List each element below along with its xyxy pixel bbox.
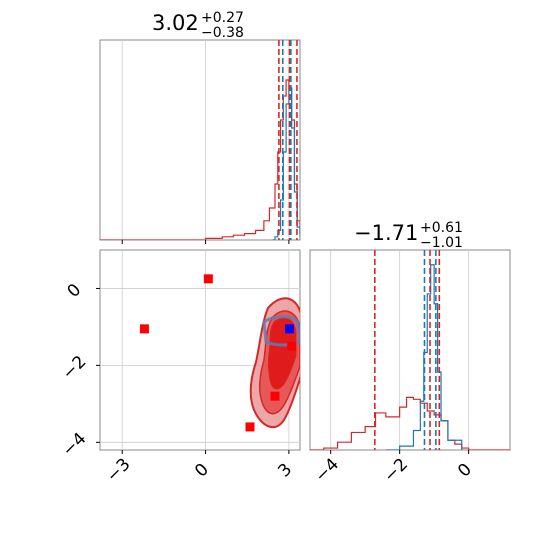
marginal-x-series-1 (272, 87, 300, 240)
joint-marker (139, 324, 149, 334)
marginal-y-x-tick-label: −4 (311, 455, 343, 487)
joint-y-tick-label: 0 (64, 280, 86, 302)
joint-data (139, 274, 300, 432)
marginal-y-title-value: −1.71 (354, 221, 418, 245)
joint-marker (287, 341, 297, 351)
density-contour-blue (262, 315, 300, 347)
joint-marker (245, 422, 255, 432)
joint-x-tick-label: −3 (103, 455, 135, 487)
marginal-y-x-tick-label: −2 (380, 455, 412, 487)
marginal-x-data (100, 40, 300, 240)
marginal-y-frame (309, 249, 511, 451)
marginal-x-grid (121, 40, 290, 240)
joint-panel (99, 249, 301, 451)
marginal-y-series-0 (310, 396, 510, 450)
marginal-x-panel: 3.02 +0.27 −0.38 (99, 10, 301, 241)
marginal-y-grid (330, 250, 470, 450)
marginal-x-series-0 (100, 79, 300, 240)
marginal-y-title-plus: +0.61 (420, 220, 463, 236)
marginal-y-panel: −1.71 +0.61 −1.01 (309, 220, 511, 451)
marginal-x-title-plus: +0.27 (201, 10, 244, 26)
marginal-y-data (310, 250, 510, 450)
joint-markers (139, 274, 297, 432)
joint-marker (284, 324, 294, 334)
marginal-y-series-1 (385, 264, 463, 450)
joint-marker (203, 274, 213, 284)
marginal-y-title-minus: −1.01 (420, 235, 463, 251)
marginal-y-x-tick-label: 0 (454, 460, 476, 482)
joint-y-tick-label: −2 (59, 352, 91, 384)
marginal-x-title-minus: −0.38 (201, 25, 244, 41)
joint-x-tick-label: 3 (274, 460, 296, 482)
marginal-x-title-value: 3.02 (152, 11, 199, 35)
joint-y-tick-label: −4 (59, 429, 91, 461)
joint-x-tick-label: 0 (191, 460, 213, 482)
joint-marker (270, 391, 280, 401)
